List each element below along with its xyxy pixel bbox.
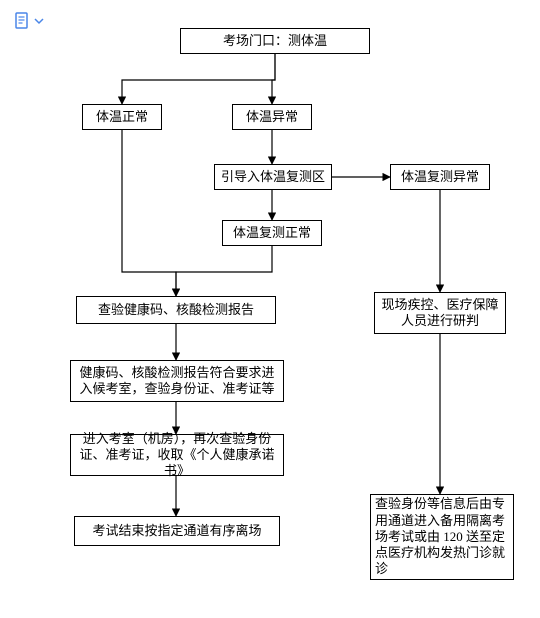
chevron-down-icon	[34, 16, 44, 26]
node-enter-wait: 健康码、核酸检测报告符合要求进入候考室，查验身份证、准考证等	[70, 360, 284, 402]
node-retest-area: 引导入体温复测区	[214, 164, 332, 190]
node-entry: 考场门口：测体温	[180, 28, 370, 54]
node-check-code: 查验健康码、核酸检测报告	[76, 296, 276, 324]
node-exit: 考试结束按指定通道有序离场	[74, 516, 280, 546]
node-isolation: 查验身份等信息后由专用通道进入备用隔离考场考试或由 120 送至定点医疗机构发热…	[370, 494, 514, 580]
node-enter-room: 进入考室（机房），再次查验身份证、准考证，收取《个人健康承诺书》	[70, 434, 284, 476]
node-temp-abnormal: 体温异常	[232, 104, 312, 130]
node-onsite: 现场疾控、医疗保障人员进行研判	[374, 292, 506, 334]
node-retest-normal: 体温复测正常	[222, 220, 322, 246]
node-retest-abnormal: 体温复测异常	[390, 164, 490, 190]
node-temp-normal: 体温正常	[82, 104, 162, 130]
document-icon[interactable]	[14, 12, 44, 30]
